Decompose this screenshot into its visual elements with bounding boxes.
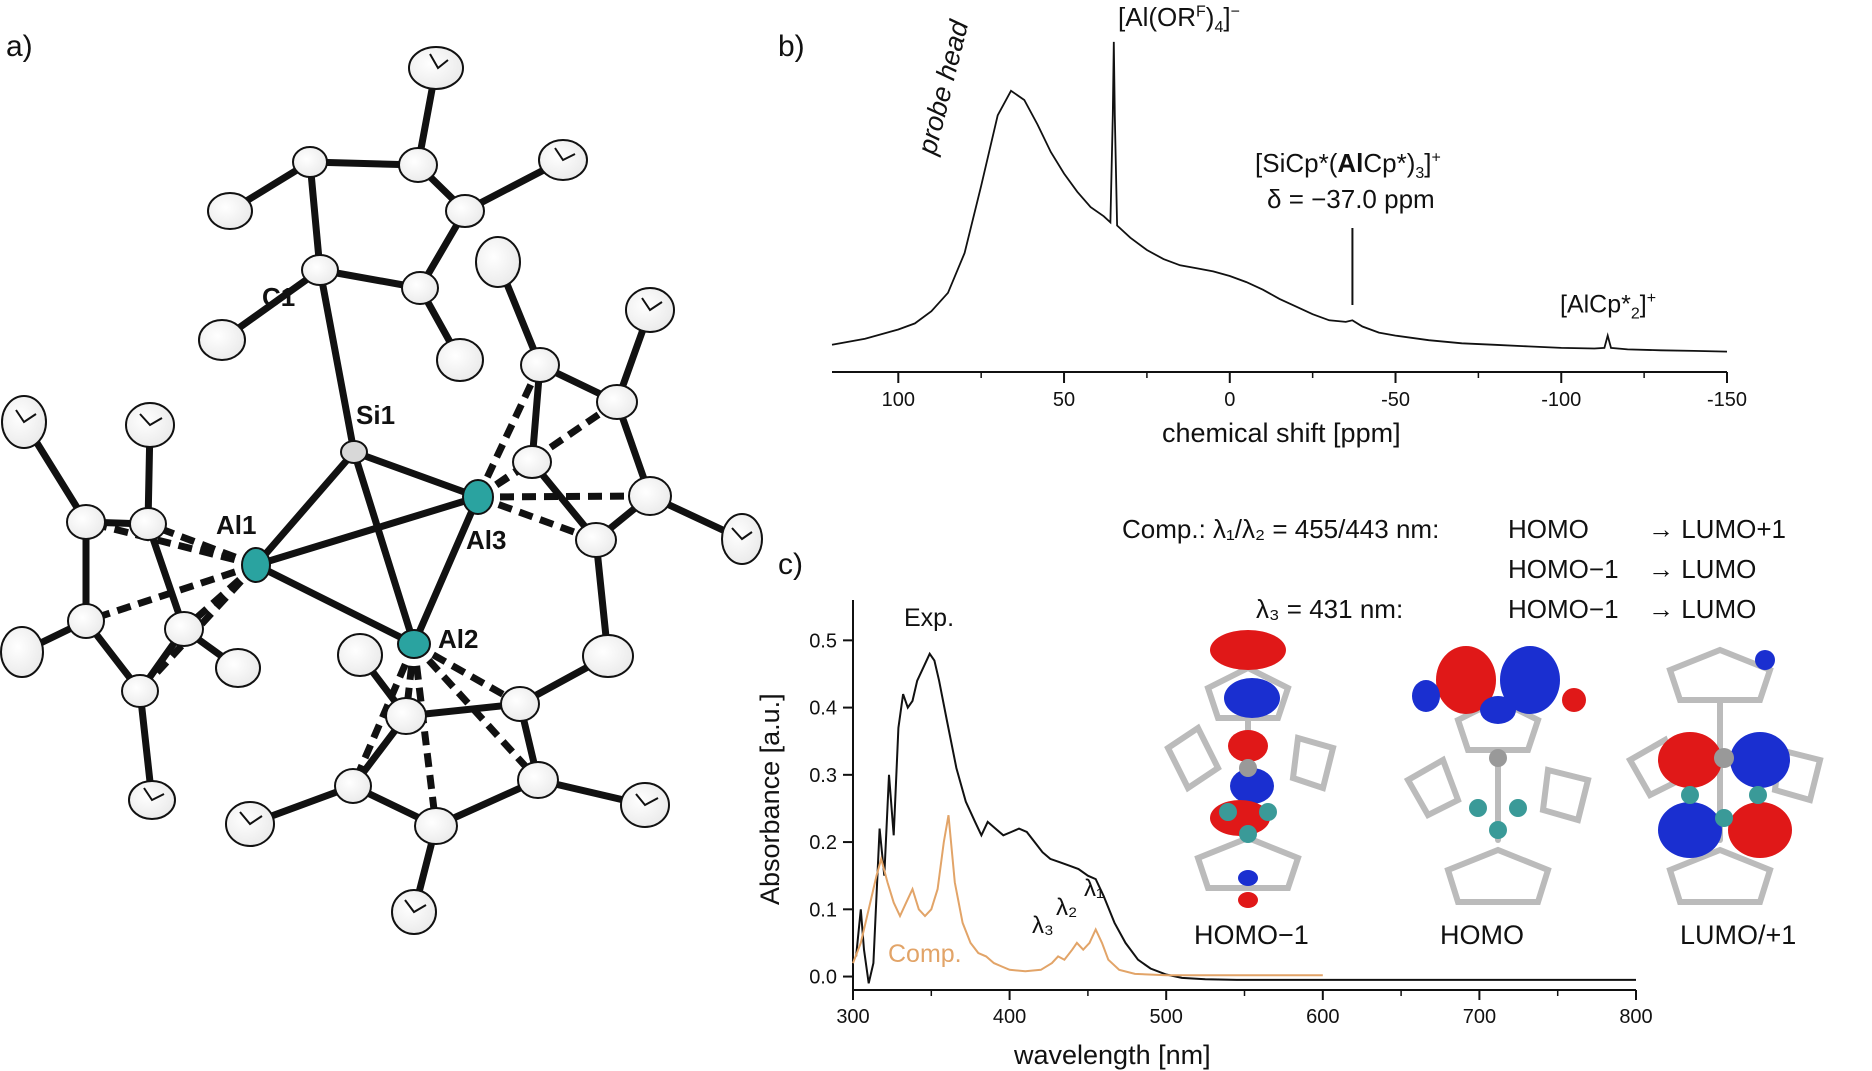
uv-x-tick-label: 800 bbox=[1619, 1006, 1652, 1028]
uv-y-tick-label: 0.5 bbox=[809, 630, 837, 652]
al1-atom bbox=[241, 547, 271, 583]
uv-y-tick-label: 0.4 bbox=[809, 698, 837, 720]
lambda2-label: λ₂ bbox=[1056, 894, 1078, 921]
al2-atom bbox=[397, 629, 431, 659]
nmr-anion-label: [Al(ORF)4]− bbox=[1118, 2, 1240, 37]
comp-line1-from: HOMO bbox=[1508, 514, 1589, 544]
nmr-x-tick-label: 50 bbox=[1053, 389, 1075, 411]
atom-label-si1: Si1 bbox=[356, 400, 396, 430]
panel-label-a: a) bbox=[6, 30, 33, 63]
nmr-x-tick-label: -100 bbox=[1541, 389, 1581, 411]
comp-line3-to: → LUMO bbox=[1648, 594, 1757, 624]
nmr-spectrum-line bbox=[831, 41, 1728, 353]
nmr-x-tick-label: 100 bbox=[882, 389, 915, 411]
nmr-alcp-label: [AlCp*2]+ bbox=[1560, 290, 1657, 323]
al3-atom bbox=[462, 479, 494, 515]
nmr-x-tick-label: -50 bbox=[1381, 389, 1410, 411]
mo-label-homo-minus-1: HOMO−1 bbox=[1194, 920, 1309, 950]
uv-y-tick-label: 0.1 bbox=[809, 899, 837, 921]
si-atom bbox=[340, 440, 368, 464]
mo-homo-minus-1-image bbox=[1164, 630, 1337, 908]
mo-homo-image bbox=[1403, 646, 1592, 905]
atom-label-al2: Al2 bbox=[438, 624, 479, 654]
comp-line1-to: → LUMO+1 bbox=[1648, 514, 1786, 544]
comp-line1-label: Comp.: λ₁/λ₂ = 455/443 nm: bbox=[1122, 514, 1440, 544]
uv-x-tick-label: 500 bbox=[1150, 1006, 1183, 1028]
nmr-x-axis-label: chemical shift [ppm] bbox=[1162, 418, 1401, 448]
mo-label-homo: HOMO bbox=[1440, 920, 1524, 950]
uv-x-tick-label: 300 bbox=[836, 1006, 869, 1028]
nmr-x-tick-label: 0 bbox=[1224, 389, 1235, 411]
uv-x-tick-label: 700 bbox=[1463, 1006, 1496, 1028]
uv-y-axis-label: Absorbance [a.u.] bbox=[755, 693, 785, 905]
mo-label-lumo: LUMO/+1 bbox=[1680, 920, 1797, 950]
panel-label-c: c) bbox=[778, 548, 803, 581]
atom-label-al1: Al1 bbox=[216, 510, 257, 540]
uv-x-tick-label: 600 bbox=[1306, 1006, 1339, 1028]
nmr-shift-label: δ = −37.0 ppm bbox=[1267, 184, 1435, 214]
nmr-x-tick-label: -150 bbox=[1707, 389, 1747, 411]
uv-x-axis-label: wavelength [nm] bbox=[1014, 1040, 1211, 1070]
uv-comp-label: Comp. bbox=[888, 940, 962, 968]
comp-line3-from: HOMO−1 bbox=[1508, 594, 1619, 624]
atom-label-al3: Al3 bbox=[466, 525, 507, 555]
uv-x-tick-label: 400 bbox=[993, 1006, 1026, 1028]
comp-line2-from: HOMO−1 bbox=[1508, 554, 1619, 584]
uv-y-tick-label: 0.0 bbox=[809, 967, 837, 989]
comp-line2-to: → LUMO bbox=[1648, 554, 1757, 584]
uv-y-tick-label: 0.2 bbox=[809, 832, 837, 854]
nmr-cation-label: [SiCp*(AlCp*)3]+ bbox=[1255, 148, 1441, 183]
crystal-structure bbox=[0, 46, 763, 935]
atom-label-c1: C1 bbox=[262, 282, 296, 312]
uv-y-tick-label: 0.3 bbox=[809, 765, 837, 787]
uv-series-line bbox=[852, 815, 1323, 977]
lambda1-label: λ₁ bbox=[1084, 875, 1105, 902]
uv-exp-label: Exp. bbox=[904, 604, 955, 632]
mo-lumo-image bbox=[1625, 646, 1824, 905]
lambda3-label: λ₃ bbox=[1032, 912, 1054, 939]
comp-line3-label: λ₃ = 431 nm: bbox=[1256, 594, 1404, 624]
panel-label-b: b) bbox=[778, 30, 805, 63]
